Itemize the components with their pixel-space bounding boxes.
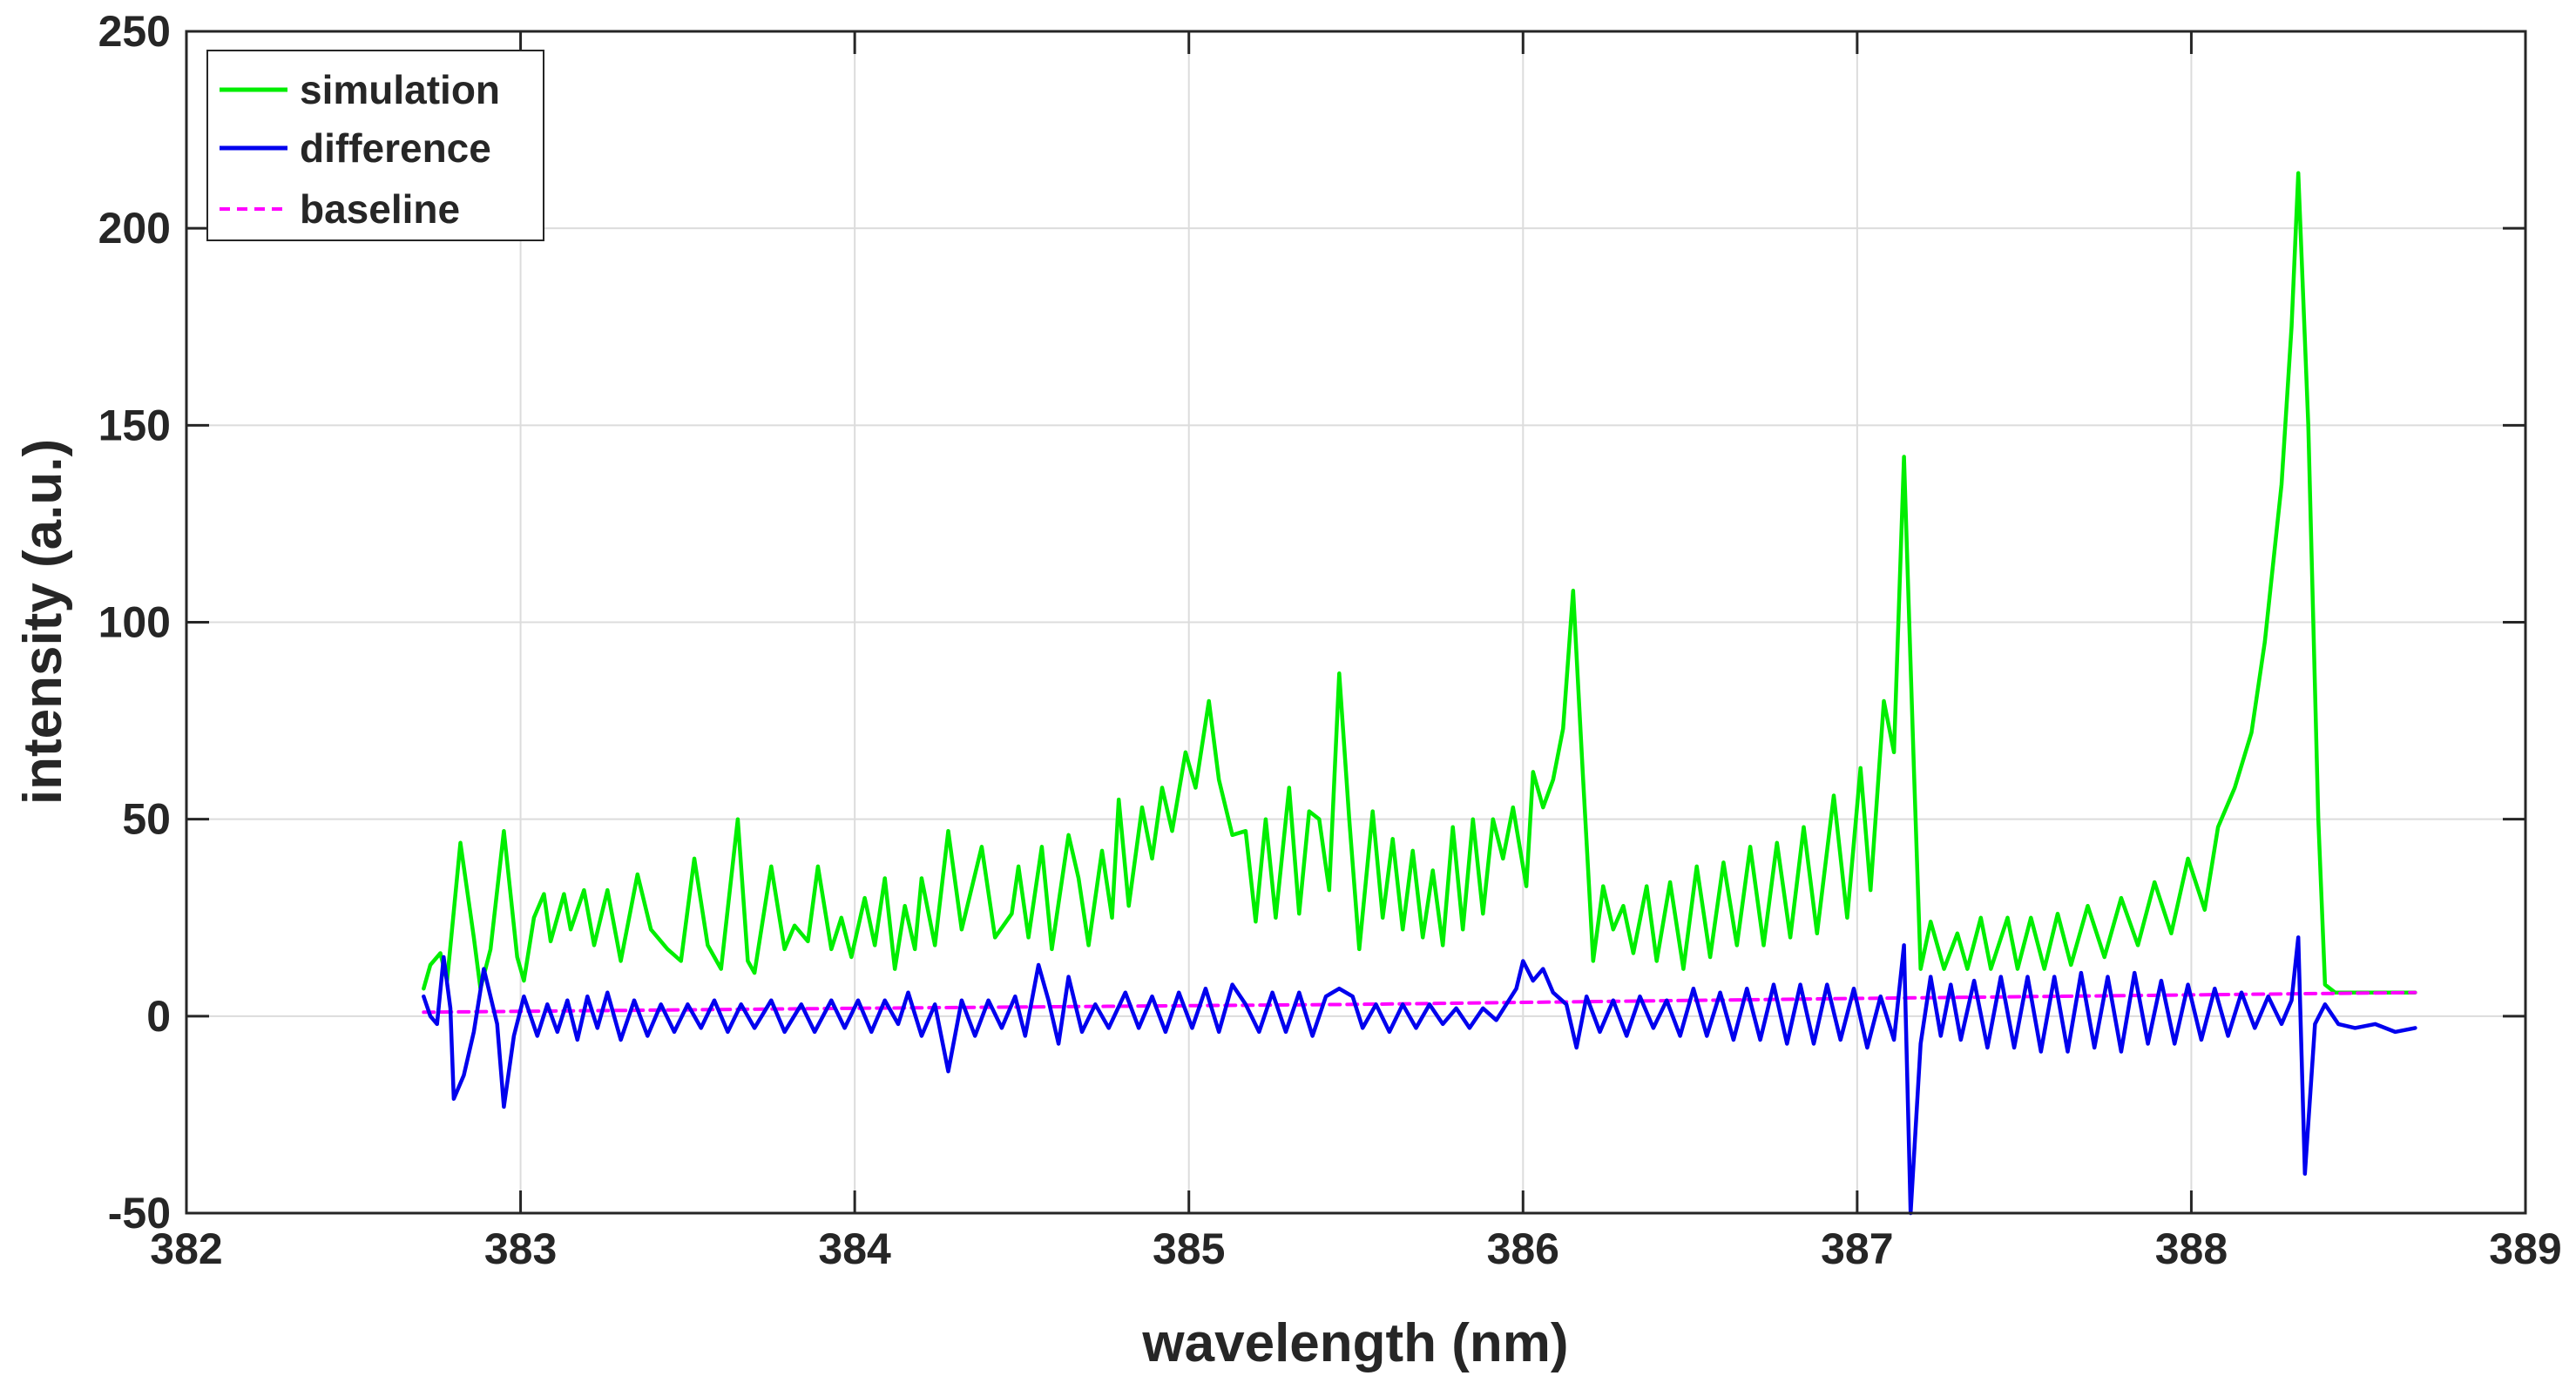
tick-labels: 382 383 384 385 386 387 388 389 -50 0 50 100 150 200 2…	[98, 7, 2562, 1273]
legend: simulation difference baseline	[206, 50, 544, 241]
y-tick-label: -50	[108, 1189, 171, 1238]
legend-label-simulation: simulation	[300, 67, 500, 112]
legend-label-difference: difference	[300, 125, 491, 171]
ticks	[185, 30, 2527, 1215]
x-tick-label: 387	[1821, 1224, 1893, 1273]
y-tick-label: 250	[98, 7, 171, 56]
x-tick-label: 385	[1153, 1224, 1225, 1273]
y-tick-label: 100	[98, 598, 171, 647]
x-tick-label: 389	[2489, 1224, 2561, 1273]
y-tick-label: 0	[146, 992, 171, 1041]
x-tick-label: 383	[484, 1224, 557, 1273]
x-tick-label: 382	[150, 1224, 222, 1273]
series-difference-line	[422, 935, 2417, 1216]
x-axis-label: wavelength (nm)	[1141, 1313, 1568, 1373]
x-tick-label: 388	[2155, 1224, 2228, 1273]
series-simulation-line	[422, 171, 2417, 995]
series-layer	[422, 171, 2417, 1216]
x-tick-label: 386	[1487, 1224, 1559, 1273]
x-tick-label: 384	[818, 1224, 891, 1273]
y-tick-label: 50	[122, 795, 171, 844]
y-axis-label: intensity (a.u.)	[13, 439, 73, 805]
legend-label-baseline: baseline	[300, 186, 460, 232]
y-tick-label: 200	[98, 204, 171, 253]
y-tick-label: 150	[98, 401, 171, 449]
